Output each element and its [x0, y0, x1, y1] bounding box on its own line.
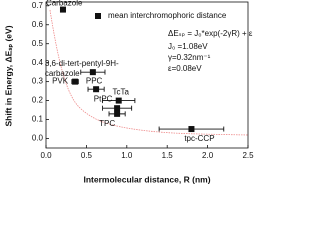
point	[114, 105, 121, 112]
chart: Intermolecular distance, R (nm) Shift in…	[3, 0, 254, 184]
y-tick-label: 0.3	[32, 77, 44, 86]
point-label: PVK	[52, 77, 69, 86]
legend-text: mean interchromophoric distance	[108, 11, 227, 20]
point	[59, 6, 66, 13]
point-label: Carbazole	[46, 0, 83, 8]
point	[93, 86, 100, 93]
point-label: 3,6-di-tert-pentyl-9H-carbazole	[45, 59, 119, 78]
x-tick-label: 0.0	[40, 151, 52, 160]
x-tick-label: 0.5	[81, 151, 93, 160]
x-tick-label: 1.0	[121, 151, 133, 160]
annotation: γ=0.32nm⁻¹	[168, 53, 211, 62]
y-tick-label: 0.2	[32, 96, 44, 105]
x-axis-title: Intermolecular distance, R (nm)	[83, 174, 210, 184]
point-label: TcTa	[112, 88, 129, 97]
x-tick-label: 1.5	[162, 151, 174, 160]
page: Intermolecular distance, R (nm) Shift in…	[3, 0, 255, 185]
y-tick-label: 0.6	[32, 20, 44, 29]
y-tick-label: 0.0	[32, 134, 44, 143]
y-tick-label: 0.1	[32, 115, 44, 124]
point-label: PPC	[86, 76, 103, 85]
point-label: tpc-CCP	[184, 134, 214, 143]
annotation: J₀ =1.08eV	[168, 42, 208, 51]
point	[188, 126, 195, 133]
point	[72, 78, 79, 85]
y-tick-label: 0.7	[32, 1, 44, 10]
legend-marker	[95, 13, 101, 19]
y-tick-label: 0.5	[32, 39, 44, 48]
plot-frame	[45, 1, 249, 149]
point	[89, 69, 96, 76]
x-tick-label: 2.0	[202, 151, 214, 160]
y-axis-title: Shift in Energy, ΔEₛₚ (eV)	[3, 25, 13, 126]
point	[115, 97, 122, 104]
annotation: ΔEₛₚ = J₀*exp(-2γR) + ε	[168, 29, 253, 38]
point-label: TPC	[99, 119, 115, 128]
annotation: ε=0.08eV	[168, 64, 202, 73]
fit-curve	[49, 9, 249, 136]
x-tick-label: 2.5	[242, 151, 254, 160]
y-tick-label: 0.4	[32, 58, 44, 67]
point	[114, 110, 121, 117]
point-label: PtPC	[94, 94, 113, 103]
